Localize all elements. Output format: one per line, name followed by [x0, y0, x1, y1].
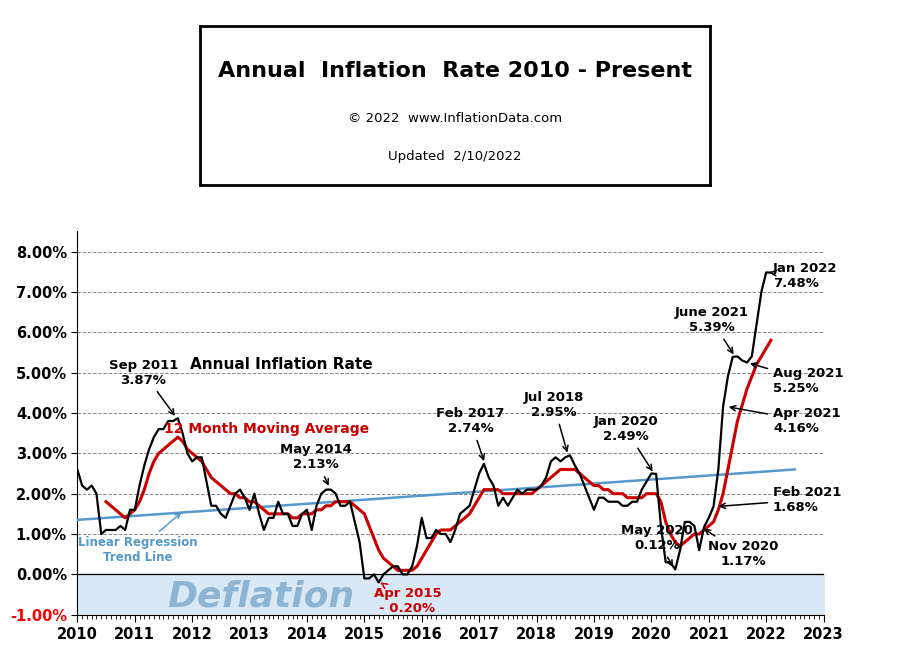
Text: Jul 2018
2.95%: Jul 2018 2.95% [523, 391, 584, 451]
Text: Annual Inflation Rate: Annual Inflation Rate [190, 357, 372, 372]
Text: Apr 2021
4.16%: Apr 2021 4.16% [731, 406, 841, 435]
Text: Jan 2020
2.49%: Jan 2020 2.49% [593, 415, 658, 470]
Text: Nov 2020
1.17%: Nov 2020 1.17% [705, 529, 778, 568]
Text: Apr 2015
- 0.20%: Apr 2015 - 0.20% [374, 583, 441, 615]
Text: Feb 2017
2.74%: Feb 2017 2.74% [437, 407, 505, 459]
Text: Aug 2021
5.25%: Aug 2021 5.25% [752, 363, 844, 395]
Text: Annual  Inflation  Rate 2010 - Present: Annual Inflation Rate 2010 - Present [218, 61, 692, 81]
Text: May 2014
2.13%: May 2014 2.13% [279, 444, 351, 485]
Text: May 2020
0.12%: May 2020 0.12% [622, 524, 693, 566]
Text: © 2022  www.InflationData.com: © 2022 www.InflationData.com [348, 112, 562, 125]
Text: June 2021
5.39%: June 2021 5.39% [674, 306, 749, 353]
Text: Deflation: Deflation [167, 580, 355, 613]
Text: Updated  2/10/2022: Updated 2/10/2022 [389, 150, 521, 163]
Text: Sep 2011
3.87%: Sep 2011 3.87% [108, 359, 178, 414]
Text: 12 Month Moving Average: 12 Month Moving Average [164, 422, 369, 436]
Text: Feb 2021
1.68%: Feb 2021 1.68% [720, 486, 842, 514]
Text: Jan 2022
7.48%: Jan 2022 7.48% [770, 262, 837, 290]
Text: Linear Regression
Trend Line: Linear Regression Trend Line [78, 514, 197, 564]
